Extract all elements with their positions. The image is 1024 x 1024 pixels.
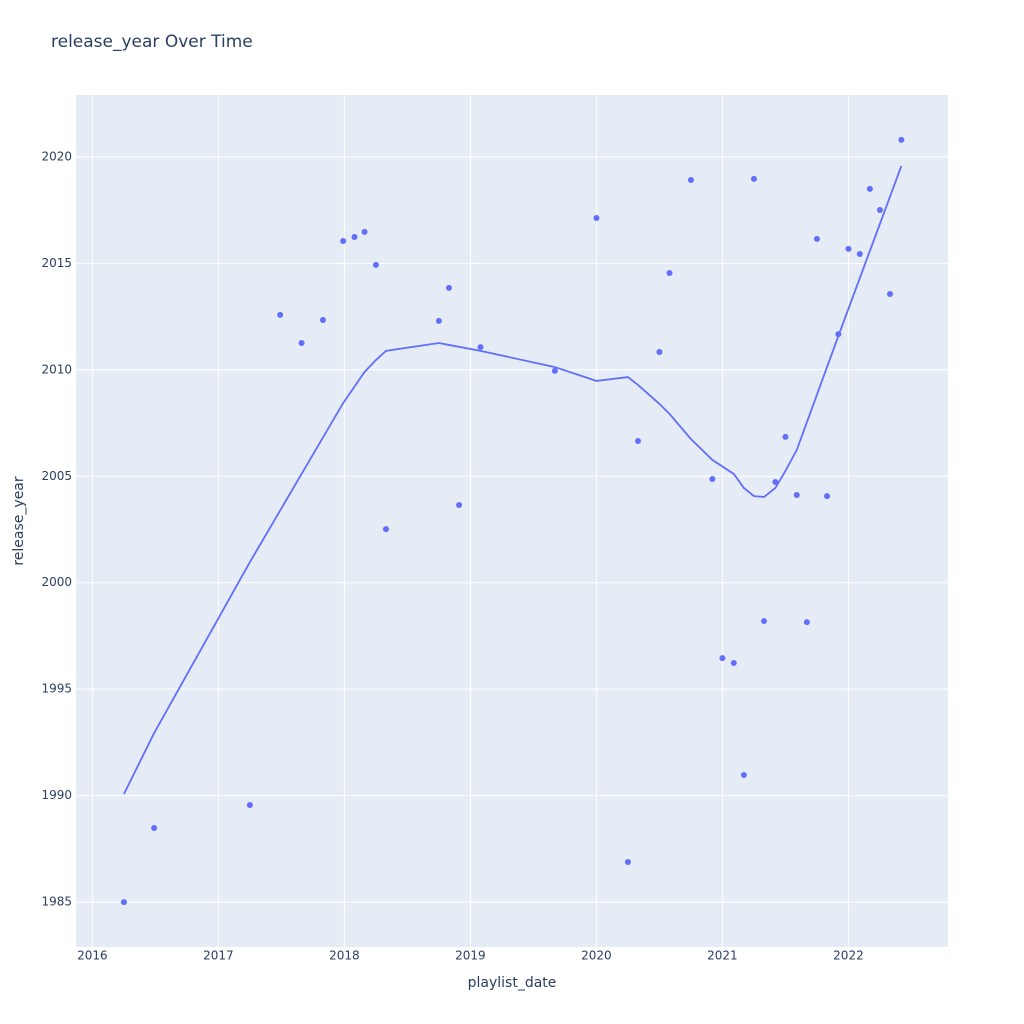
point bbox=[887, 291, 894, 298]
point bbox=[151, 824, 158, 831]
y-tick-label: 2000 bbox=[41, 575, 72, 589]
y-tick-label: 1990 bbox=[41, 788, 72, 802]
x-tick-label: 2022 bbox=[833, 949, 864, 963]
point bbox=[730, 660, 737, 666]
point bbox=[435, 317, 442, 324]
point bbox=[298, 340, 305, 347]
y-tick-label: 2010 bbox=[41, 362, 72, 376]
point bbox=[687, 176, 694, 183]
point bbox=[551, 367, 558, 374]
point bbox=[277, 311, 284, 318]
point bbox=[898, 136, 905, 143]
point bbox=[793, 492, 800, 499]
trend-line bbox=[123, 165, 903, 795]
point bbox=[782, 433, 789, 440]
point bbox=[340, 238, 347, 245]
point bbox=[666, 269, 673, 276]
y-axis-label: release_year bbox=[11, 476, 27, 566]
point bbox=[372, 261, 379, 268]
point bbox=[624, 859, 631, 866]
y-tick-label: 2005 bbox=[41, 469, 72, 483]
x-tick-label: 2017 bbox=[203, 949, 234, 963]
point bbox=[593, 215, 600, 222]
point bbox=[803, 619, 810, 626]
plot-area bbox=[76, 95, 948, 947]
point bbox=[824, 493, 831, 500]
point bbox=[477, 344, 484, 351]
point bbox=[750, 175, 757, 182]
x-axis-label: playlist_date bbox=[468, 975, 557, 991]
point bbox=[445, 284, 452, 291]
point bbox=[845, 245, 852, 252]
point bbox=[361, 228, 368, 235]
point bbox=[246, 802, 253, 808]
x-tick-label: 2019 bbox=[455, 949, 486, 963]
y-tick-label: 1985 bbox=[41, 895, 72, 909]
chart-title: release_year Over Time bbox=[51, 32, 253, 52]
point bbox=[120, 899, 127, 906]
point bbox=[382, 526, 389, 533]
point bbox=[866, 185, 873, 192]
point bbox=[635, 437, 642, 444]
y-tick-label: 2015 bbox=[41, 256, 72, 270]
point bbox=[761, 618, 768, 625]
x-tick-label: 2021 bbox=[707, 949, 738, 963]
x-tick-label: 2016 bbox=[77, 949, 108, 963]
point bbox=[719, 655, 726, 662]
point bbox=[656, 348, 663, 355]
point bbox=[876, 206, 883, 213]
point bbox=[813, 235, 820, 242]
x-tick-label: 2018 bbox=[329, 949, 360, 963]
point bbox=[456, 502, 463, 509]
point bbox=[351, 234, 358, 240]
point bbox=[740, 771, 747, 778]
x-tick-label: 2020 bbox=[581, 949, 612, 963]
point bbox=[772, 479, 779, 486]
point bbox=[709, 476, 716, 483]
y-tick-label: 2020 bbox=[41, 149, 72, 163]
y-tick-label: 1995 bbox=[41, 682, 72, 696]
point bbox=[856, 251, 863, 258]
point bbox=[319, 317, 326, 324]
